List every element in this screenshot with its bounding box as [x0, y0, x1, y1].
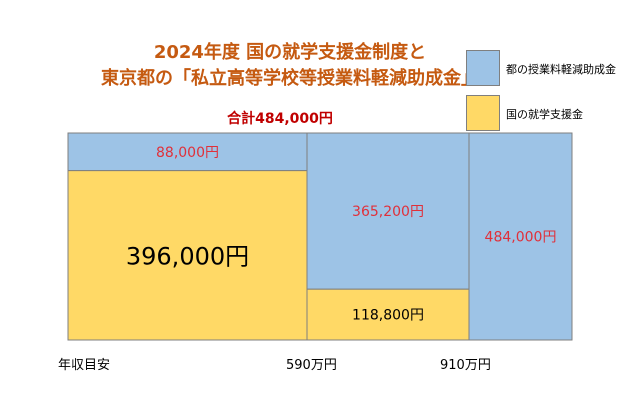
- bar-tokyo-590-910: [306, 132, 470, 290]
- bar-tokyo-over-910: [468, 132, 573, 341]
- legend-swatch-tokyo: [466, 50, 500, 86]
- legend-label-national: 国の就学支援金: [506, 108, 583, 121]
- value-label-tokyo-590-910: 365,200円: [352, 204, 424, 220]
- legend-swatch-national: [466, 95, 500, 131]
- value-label-national-under-590: 396,000円: [126, 242, 249, 270]
- legend-label-tokyo: 都の授業料軽減助成金: [506, 63, 616, 76]
- chart-title: 2024年度 国の就学支援金制度と 東京都の「私立高等学校等授業料軽減助成金」: [100, 40, 480, 92]
- total-label: 合計484,000円: [227, 111, 333, 127]
- x-tick-910: 910万円: [440, 358, 491, 373]
- chart-title-line1: 2024年度 国の就学支援金制度と: [153, 42, 427, 63]
- bar-tokyo-under-590: [67, 132, 308, 172]
- x-tick-590: 590万円: [286, 358, 337, 373]
- chart-title-line2: 東京都の「私立高等学校等授業料軽減助成金」: [101, 68, 479, 89]
- value-label-national-590-910: 118,800円: [352, 308, 424, 324]
- x-axis-title: 年収目安: [58, 358, 111, 373]
- value-label-tokyo-under-590: 88,000円: [156, 145, 219, 161]
- value-label-tokyo-over-910: 484,000円: [485, 230, 557, 246]
- bar-national-under-590: [67, 170, 308, 341]
